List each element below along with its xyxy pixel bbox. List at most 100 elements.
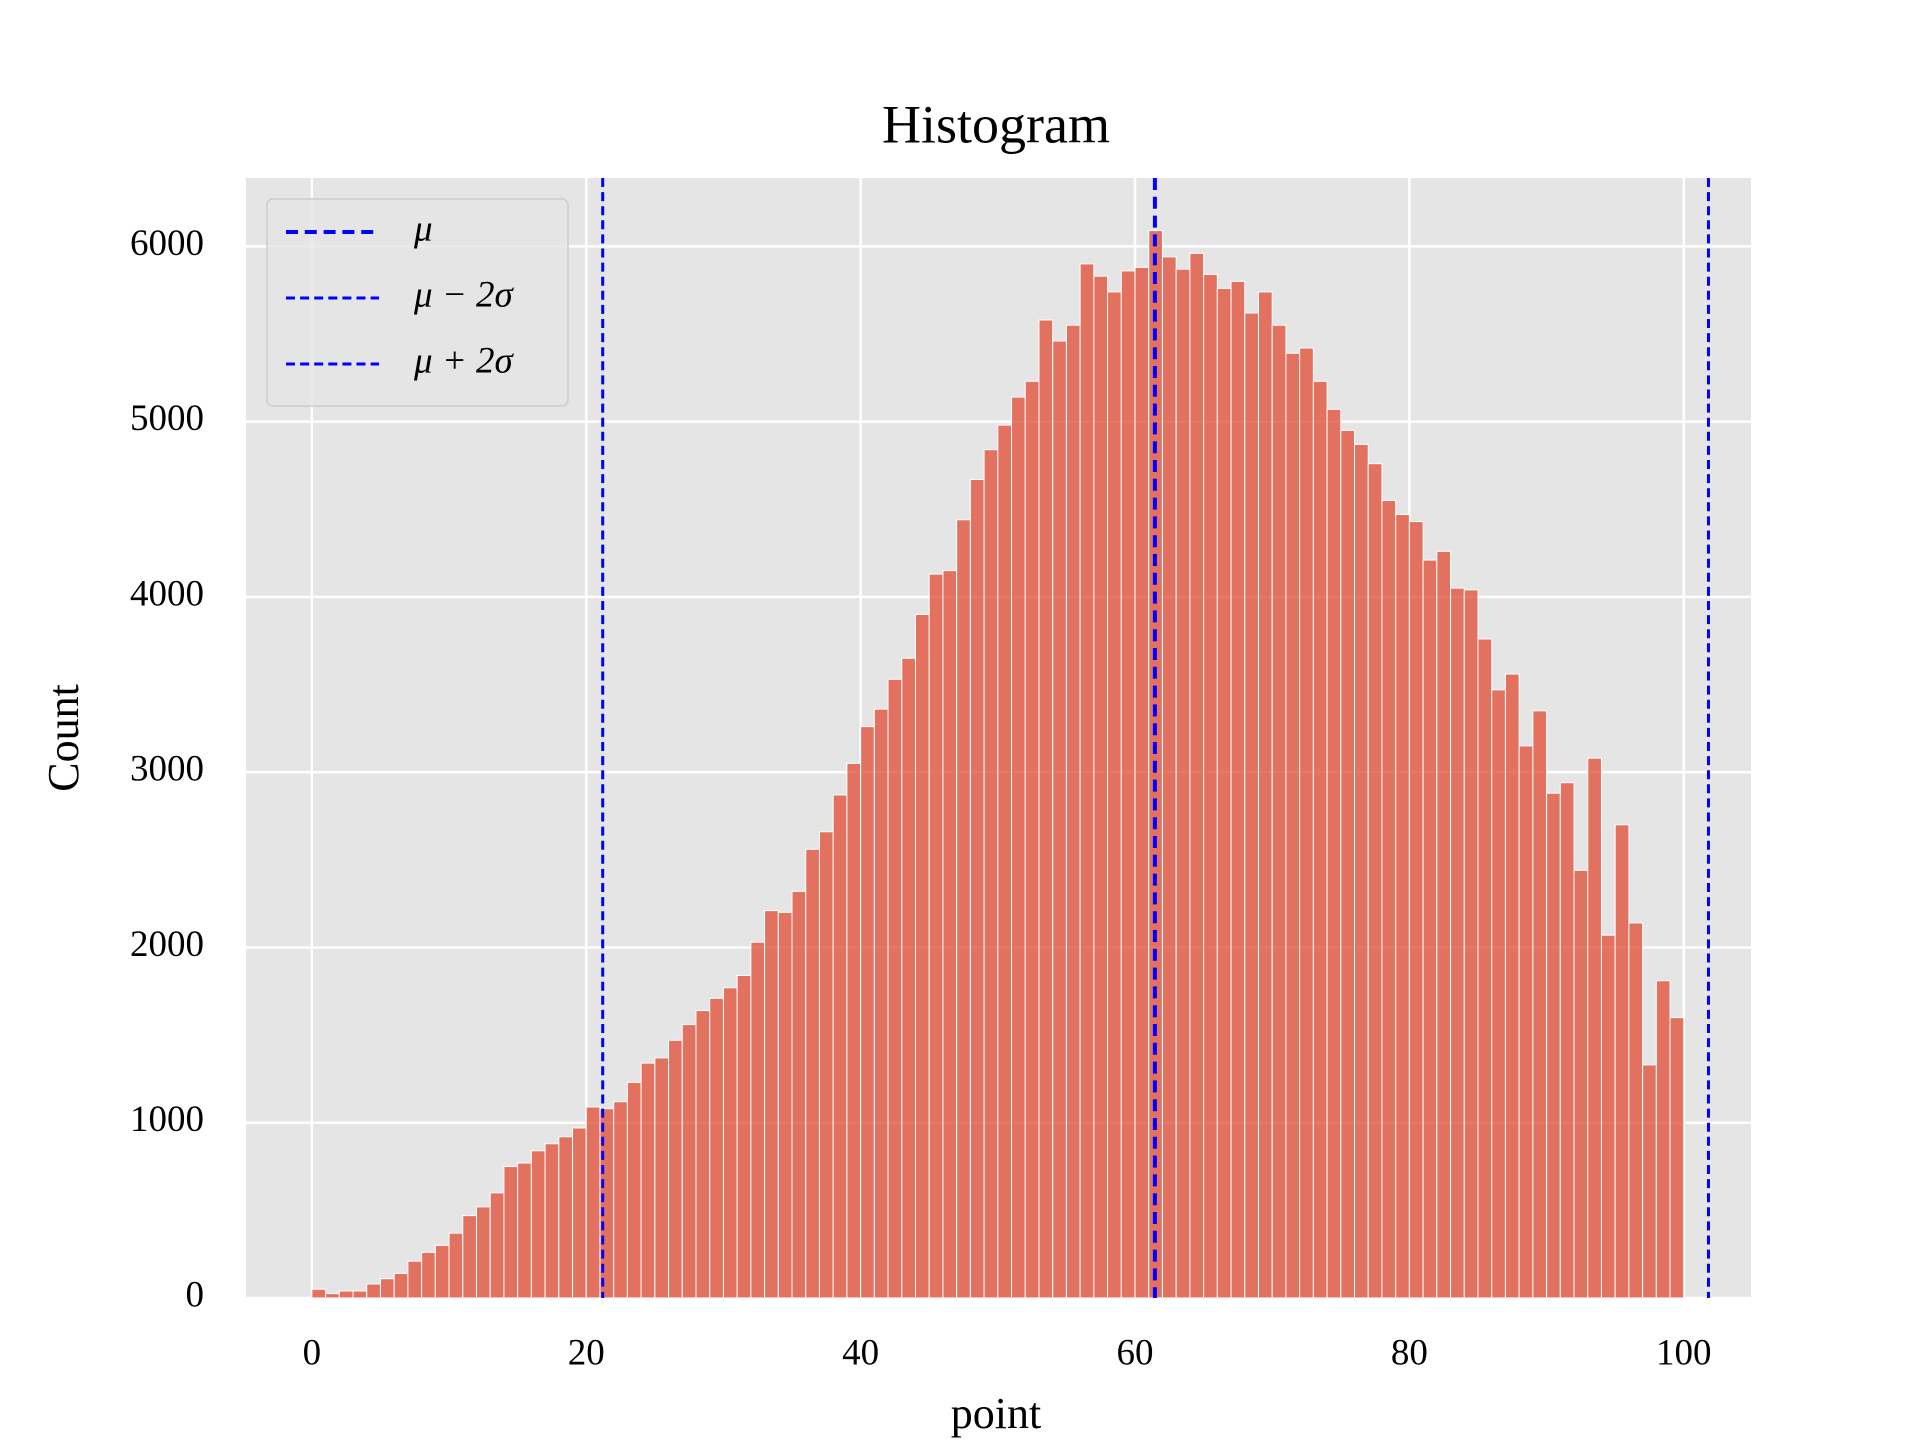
bar xyxy=(1011,396,1026,1299)
bar xyxy=(777,911,793,1299)
bar xyxy=(668,1039,683,1299)
bar xyxy=(1491,689,1506,1299)
bar xyxy=(1271,324,1287,1299)
x-axis-label: point xyxy=(951,1389,1041,1438)
bar xyxy=(1381,500,1397,1299)
bar xyxy=(475,1206,491,1299)
bar xyxy=(503,1166,519,1299)
bar xyxy=(750,941,766,1299)
bar xyxy=(887,678,903,1299)
bar xyxy=(1354,443,1369,1299)
y-tick-label: 6000 xyxy=(130,223,204,264)
bar xyxy=(832,794,848,1299)
bar xyxy=(1669,1017,1685,1299)
y-tick-label: 1000 xyxy=(130,1099,204,1140)
bar xyxy=(585,1106,601,1299)
bar xyxy=(379,1278,395,1299)
legend-box xyxy=(266,198,569,407)
bar xyxy=(901,657,916,1299)
bar xyxy=(983,449,999,1299)
bar xyxy=(1038,319,1054,1299)
bar xyxy=(846,762,862,1299)
bar xyxy=(1628,922,1644,1299)
bar xyxy=(805,848,820,1299)
bar xyxy=(1093,275,1109,1299)
bar xyxy=(1134,266,1150,1299)
bar xyxy=(489,1192,505,1299)
bar xyxy=(1477,638,1493,1299)
bar xyxy=(1450,587,1465,1299)
bar xyxy=(1367,463,1383,1299)
bar xyxy=(544,1143,560,1299)
legend-label: μ + 2σ xyxy=(413,340,515,381)
bar xyxy=(1175,268,1191,1299)
bar xyxy=(1504,673,1520,1299)
bar xyxy=(366,1283,381,1299)
bar xyxy=(517,1162,532,1299)
x-tick-label: 60 xyxy=(1117,1332,1154,1373)
y-tick-label: 5000 xyxy=(130,398,204,439)
bar xyxy=(1203,273,1218,1299)
x-tick-label: 0 xyxy=(303,1332,322,1373)
bar xyxy=(448,1232,464,1299)
bar xyxy=(1065,324,1081,1299)
y-tick-label: 3000 xyxy=(130,749,204,790)
bar xyxy=(311,1288,327,1299)
bar xyxy=(1079,263,1095,1299)
bar xyxy=(1546,792,1561,1299)
bar xyxy=(791,890,807,1299)
bar xyxy=(764,910,779,1299)
x-tick-label: 100 xyxy=(1656,1332,1712,1373)
bar xyxy=(462,1215,477,1299)
bar xyxy=(1463,589,1479,1299)
bar xyxy=(352,1290,368,1299)
bar xyxy=(942,570,958,1299)
x-tick-label: 20 xyxy=(568,1332,605,1373)
bar xyxy=(626,1081,642,1299)
bar xyxy=(1395,514,1410,1299)
bar xyxy=(997,424,1013,1299)
bar xyxy=(1518,745,1534,1299)
bar xyxy=(969,478,985,1299)
legend-label: μ − 2σ xyxy=(413,274,515,315)
bar xyxy=(1257,291,1273,1299)
bar xyxy=(1326,408,1342,1299)
bar xyxy=(640,1062,656,1299)
bar xyxy=(1052,340,1067,1299)
bar xyxy=(681,1024,697,1299)
bar xyxy=(695,1010,711,1299)
bar xyxy=(1024,380,1040,1299)
bar xyxy=(1642,1064,1657,1299)
bar xyxy=(1312,380,1328,1299)
bar xyxy=(1120,270,1136,1299)
bar xyxy=(1408,521,1424,1299)
bar xyxy=(1559,782,1575,1299)
bar xyxy=(421,1251,436,1299)
bar xyxy=(1189,252,1205,1299)
bar xyxy=(530,1150,546,1299)
bar xyxy=(407,1260,423,1299)
bar xyxy=(1436,550,1452,1299)
bar xyxy=(325,1293,340,1299)
bar xyxy=(1285,352,1301,1299)
legend-label: μ xyxy=(413,208,433,249)
y-tick-label: 2000 xyxy=(130,924,204,965)
bar xyxy=(1573,869,1589,1299)
bar xyxy=(1532,710,1548,1299)
bar xyxy=(1655,980,1671,1299)
bar xyxy=(914,613,930,1299)
bar xyxy=(1614,824,1630,1299)
bar xyxy=(1244,312,1259,1299)
bar xyxy=(558,1136,574,1299)
bar xyxy=(818,831,834,1299)
bar xyxy=(1216,287,1232,1299)
bar xyxy=(613,1101,628,1299)
bar xyxy=(1422,559,1438,1299)
bar xyxy=(709,997,724,1299)
bar xyxy=(1587,757,1602,1299)
bar xyxy=(338,1290,354,1299)
bar xyxy=(873,708,889,1299)
y-tick-label: 4000 xyxy=(130,573,204,614)
bar xyxy=(928,573,944,1299)
